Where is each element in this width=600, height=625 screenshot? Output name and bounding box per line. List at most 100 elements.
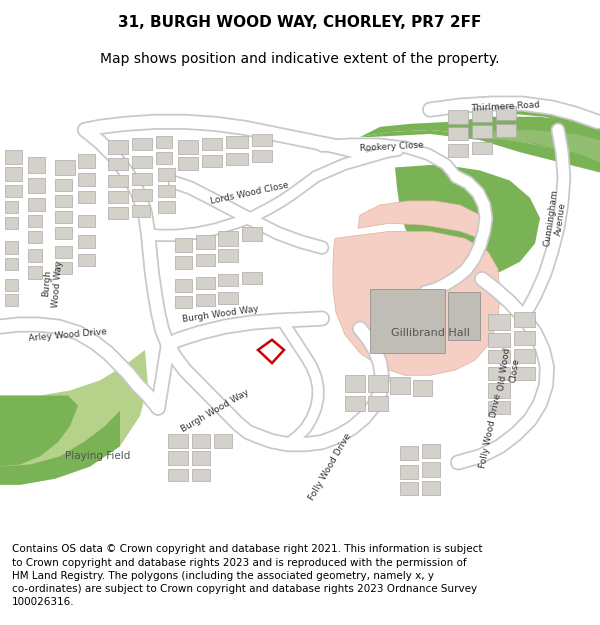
Polygon shape — [514, 312, 535, 327]
Text: Folly Wood Drive: Folly Wood Drive — [478, 393, 502, 469]
Polygon shape — [28, 215, 42, 227]
Polygon shape — [345, 396, 365, 411]
Polygon shape — [78, 154, 95, 169]
Text: Burgh
Wood Way: Burgh Wood Way — [40, 260, 64, 308]
Polygon shape — [158, 184, 175, 197]
Polygon shape — [55, 211, 72, 223]
Polygon shape — [28, 198, 45, 211]
Polygon shape — [218, 292, 238, 304]
Polygon shape — [55, 161, 75, 174]
Polygon shape — [448, 292, 480, 340]
Polygon shape — [28, 158, 45, 172]
Polygon shape — [422, 462, 440, 477]
Polygon shape — [226, 153, 248, 166]
Polygon shape — [472, 107, 492, 122]
Polygon shape — [192, 451, 210, 464]
Polygon shape — [0, 396, 78, 466]
Polygon shape — [132, 189, 152, 201]
Polygon shape — [422, 481, 440, 495]
Text: Arley Wood Drive: Arley Wood Drive — [28, 327, 107, 342]
Polygon shape — [360, 130, 600, 173]
Polygon shape — [132, 138, 152, 150]
Text: Gillibrand Hall: Gillibrand Hall — [391, 328, 469, 338]
Polygon shape — [488, 401, 510, 414]
Polygon shape — [55, 179, 72, 191]
Polygon shape — [158, 201, 175, 213]
Polygon shape — [395, 164, 540, 274]
Polygon shape — [78, 191, 95, 203]
Polygon shape — [196, 254, 215, 266]
Polygon shape — [78, 173, 95, 186]
Polygon shape — [514, 331, 535, 345]
Text: Old Wood
Close: Old Wood Close — [497, 348, 523, 393]
Polygon shape — [5, 241, 18, 254]
Polygon shape — [158, 169, 175, 181]
Polygon shape — [28, 249, 42, 262]
Polygon shape — [333, 231, 500, 375]
Polygon shape — [0, 411, 120, 485]
Text: Burgh Wood Way: Burgh Wood Way — [181, 304, 259, 324]
Polygon shape — [360, 117, 600, 158]
Polygon shape — [5, 258, 18, 270]
Polygon shape — [168, 451, 188, 464]
Polygon shape — [435, 98, 600, 132]
Polygon shape — [175, 238, 192, 252]
Polygon shape — [5, 168, 22, 181]
Polygon shape — [55, 246, 72, 258]
Polygon shape — [422, 444, 440, 458]
Polygon shape — [192, 469, 210, 481]
Polygon shape — [488, 383, 510, 398]
Polygon shape — [175, 279, 192, 292]
Polygon shape — [448, 127, 468, 140]
Polygon shape — [218, 274, 238, 286]
Polygon shape — [368, 375, 388, 391]
Polygon shape — [132, 205, 150, 217]
Polygon shape — [55, 262, 72, 274]
Polygon shape — [472, 142, 492, 154]
Polygon shape — [28, 266, 42, 279]
Polygon shape — [488, 367, 510, 381]
Polygon shape — [368, 396, 388, 411]
Polygon shape — [514, 349, 535, 363]
Polygon shape — [178, 140, 198, 154]
Polygon shape — [78, 236, 95, 248]
Polygon shape — [156, 136, 172, 148]
Polygon shape — [5, 201, 18, 213]
Polygon shape — [196, 294, 215, 306]
Polygon shape — [168, 469, 188, 481]
Polygon shape — [132, 173, 152, 184]
Text: Thirlmere Road: Thirlmere Road — [470, 100, 540, 113]
Polygon shape — [196, 236, 215, 249]
Polygon shape — [252, 150, 272, 162]
Polygon shape — [488, 314, 510, 329]
Polygon shape — [78, 254, 95, 266]
Text: Folly Wood Drive: Folly Wood Drive — [307, 431, 353, 502]
Text: Playing Field: Playing Field — [65, 451, 131, 461]
Polygon shape — [510, 106, 600, 132]
Polygon shape — [202, 155, 222, 168]
Polygon shape — [514, 367, 535, 381]
Polygon shape — [470, 130, 600, 162]
Polygon shape — [78, 215, 95, 227]
Polygon shape — [218, 231, 238, 246]
Polygon shape — [5, 184, 22, 197]
Polygon shape — [488, 332, 510, 347]
Polygon shape — [448, 144, 468, 158]
Polygon shape — [108, 158, 128, 171]
Polygon shape — [242, 272, 262, 284]
Polygon shape — [400, 446, 418, 461]
Polygon shape — [488, 350, 510, 363]
Text: Cunningham
Avenue: Cunningham Avenue — [542, 188, 569, 248]
Polygon shape — [413, 381, 432, 396]
Polygon shape — [214, 434, 232, 448]
Polygon shape — [192, 434, 210, 448]
Polygon shape — [358, 201, 490, 241]
Polygon shape — [5, 217, 18, 229]
Polygon shape — [168, 434, 188, 448]
Polygon shape — [178, 158, 198, 171]
Polygon shape — [175, 256, 192, 269]
Polygon shape — [196, 277, 215, 289]
Polygon shape — [400, 464, 418, 479]
Polygon shape — [226, 136, 248, 148]
Text: Rookery Close: Rookery Close — [360, 141, 424, 153]
